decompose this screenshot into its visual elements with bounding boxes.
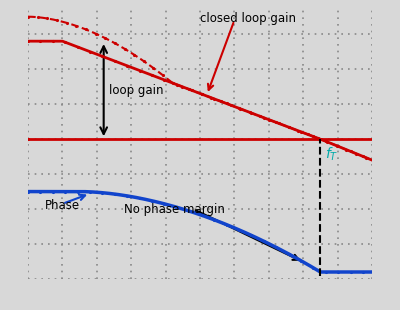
Text: loop gain: loop gain xyxy=(109,84,163,97)
Text: Phase: Phase xyxy=(45,199,80,212)
Text: $f_T$: $f_T$ xyxy=(324,145,338,163)
Text: closed loop gain: closed loop gain xyxy=(200,12,296,25)
Text: No phase margin: No phase margin xyxy=(124,202,225,215)
